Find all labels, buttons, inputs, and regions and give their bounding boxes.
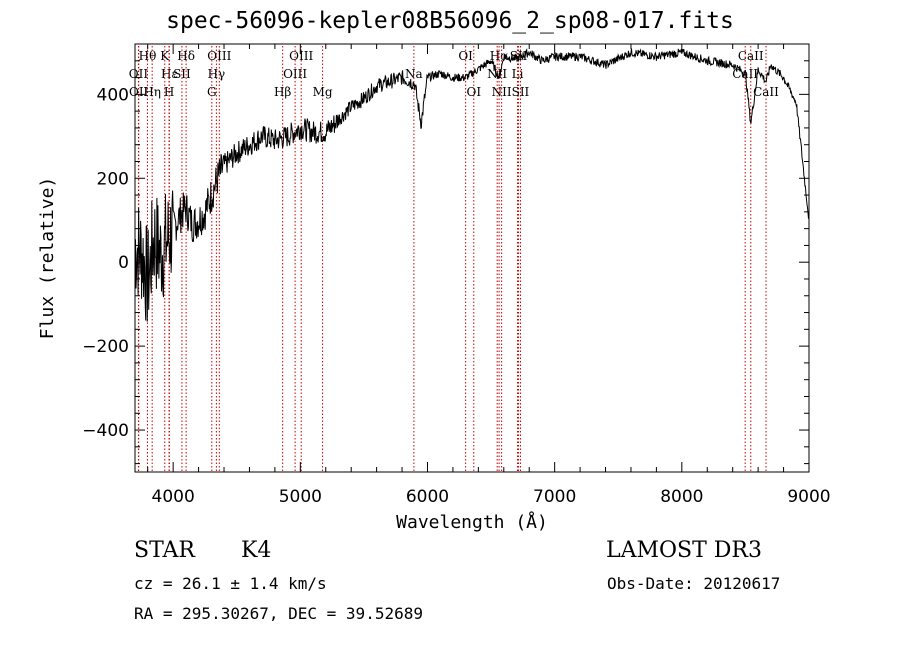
y-tick-label: 0 bbox=[118, 253, 129, 273]
x-tick-label: 7000 bbox=[533, 487, 576, 507]
spectral-line-label: K bbox=[160, 49, 170, 63]
spectral-line-label: CaII bbox=[753, 85, 779, 99]
spectral-line-label: Mg bbox=[313, 85, 333, 99]
x-tick-label: 8000 bbox=[660, 487, 703, 507]
y-axis-label: Flux (relative) bbox=[37, 177, 58, 340]
spectral-line-label: Na bbox=[405, 67, 423, 81]
spectral-line-label: OI bbox=[466, 85, 481, 99]
x-tick-label: 6000 bbox=[406, 487, 449, 507]
x-tick-label: 4000 bbox=[152, 487, 195, 507]
spectral-line-label: OIII bbox=[289, 49, 313, 63]
spectral-line-label: OII bbox=[129, 85, 149, 99]
spectral-line-label: G bbox=[207, 85, 217, 99]
y-tick-label: −200 bbox=[82, 337, 129, 357]
spectral-line-label: CaII bbox=[738, 49, 764, 63]
obs-date: Obs-Date: 20120617 bbox=[607, 574, 781, 593]
spectral-line-label: Hθ bbox=[139, 49, 157, 63]
plot-frame bbox=[134, 43, 810, 473]
spectral-line-label: NII bbox=[492, 85, 512, 99]
x-axis-label: Wavelength (Å) bbox=[396, 511, 548, 533]
x-tick-label: 5000 bbox=[279, 487, 322, 507]
x-tick-label: 9000 bbox=[787, 487, 830, 507]
redshift-readout: cz = 26.1 ± 1.4 km/s bbox=[134, 574, 327, 593]
y-tick-label: 400 bbox=[97, 85, 129, 105]
object-subclass: K4 bbox=[241, 538, 272, 563]
spectral-line-label: Hγ bbox=[208, 67, 226, 81]
chart-title: spec-56096-kepler08B56096_2_sp08-017.fit… bbox=[166, 8, 734, 34]
spectral-line-label: OIII bbox=[283, 67, 307, 81]
spectral-line-label: OIII bbox=[207, 49, 231, 63]
spectral-line-label: OI bbox=[458, 49, 473, 63]
spectral-line-label: SII bbox=[173, 67, 191, 81]
spectral-line-label: SII bbox=[512, 85, 530, 99]
flux-series-line bbox=[134, 48, 810, 322]
spectral-line-label: Li bbox=[512, 67, 524, 81]
coordinates: RA = 295.30267, DEC = 39.52689 bbox=[134, 604, 423, 623]
y-tick-label: −400 bbox=[82, 421, 129, 441]
spectral-line-label: Hδ bbox=[177, 49, 195, 63]
spectral-line-label: H bbox=[164, 85, 174, 99]
object-class: STAR bbox=[134, 538, 195, 563]
spectral-line-label: Hβ bbox=[274, 85, 291, 99]
survey-label: LAMOST DR3 bbox=[606, 538, 762, 563]
y-tick-label: 200 bbox=[97, 169, 129, 189]
spectral-line-label: Hη bbox=[143, 85, 161, 99]
